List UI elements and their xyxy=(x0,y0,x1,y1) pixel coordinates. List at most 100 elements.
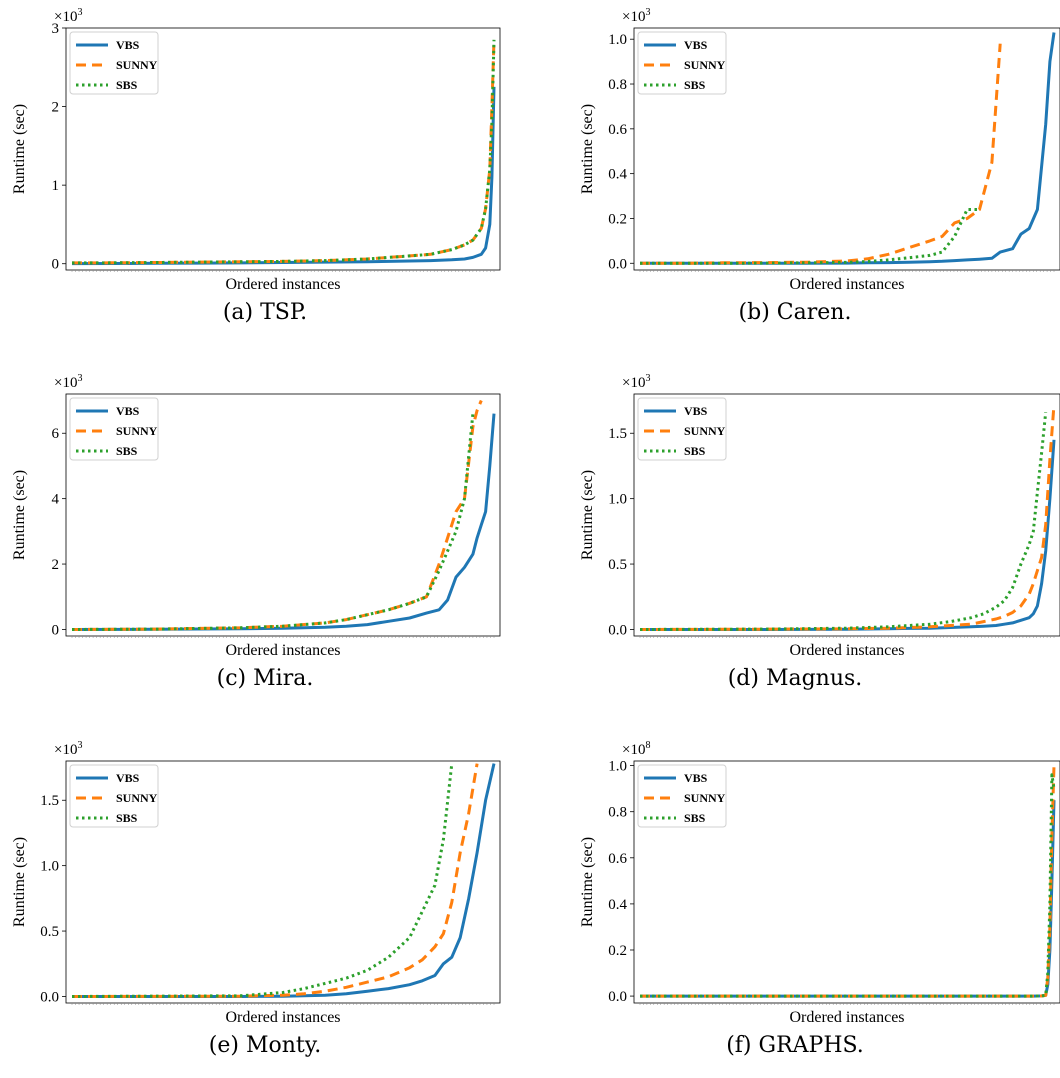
chart-magnus-ytick-label: 1.5 xyxy=(608,426,627,442)
chart-magnus-xlabel: Ordered instances xyxy=(789,642,904,659)
chart-graphs-scale-label: ×108 xyxy=(622,740,650,758)
chart-mira-legend-label-sunny: SUNNY xyxy=(116,424,158,438)
chart-mira-ytick-label: 6 xyxy=(52,426,60,442)
chart-magnus-xticks xyxy=(639,636,1055,638)
chart-magnus-legend-label-sunny: SUNNY xyxy=(684,424,726,438)
chart-caren-legend-label-vbs: VBS xyxy=(684,38,708,52)
chart-tsp-legend: VBS SUNNY SBS xyxy=(69,31,159,95)
chart-monty-ytick-label: 1.5 xyxy=(40,793,59,809)
chart-mira-series-vbs xyxy=(71,413,496,631)
caption-tsp: (a) TSP. xyxy=(222,300,308,325)
caption-monty: (e) Monty. xyxy=(208,1033,322,1058)
chart-tsp-legend-label-vbs: VBS xyxy=(116,38,140,52)
chart-monty-legend-label-vbs: VBS xyxy=(116,771,140,785)
chart-mira-ylabel: Runtime (sec) xyxy=(11,470,28,560)
chart-magnus-ytick-label: 0.5 xyxy=(608,557,627,573)
caption-mira: (c) Mira. xyxy=(216,666,314,691)
chart-monty-scale-label: ×103 xyxy=(54,740,82,758)
chart-caren-ylabel: Runtime (sec) xyxy=(579,104,596,194)
chart-panel-caren: 0.0 0.2 0.4 0.6 0.8 1.0 ×103 Ordered instances R… xyxy=(530,0,1060,305)
chart-mira-ytick-label: 2 xyxy=(52,557,60,573)
caption-caren: (b) Caren. xyxy=(738,300,852,325)
chart-magnus: 0.0 0.5 1.0 1.5 ×103 Ordered instances Runtime… xyxy=(579,373,1060,659)
chart-graphs-legend-label-sunny: SUNNY xyxy=(684,791,726,805)
chart-tsp-legend-label-sunny: SUNNY xyxy=(116,58,158,72)
chart-caren-ytick-label: 0.4 xyxy=(608,167,627,183)
chart-graphs-xticks xyxy=(639,1003,1055,1005)
chart-monty: 0.0 0.5 1.0 1.5 ×103 Ordered instances Runtime… xyxy=(11,740,501,1026)
chart-caren-xlabel: Ordered instances xyxy=(789,276,904,293)
chart-mira-legend-label-vbs: VBS xyxy=(116,404,140,418)
chart-graphs-ytick-label: 0.0 xyxy=(608,989,627,1005)
chart-monty-xticks xyxy=(71,1003,495,1005)
chart-monty-xlabel: Ordered instances xyxy=(225,1009,340,1026)
chart-tsp-ylabel: Runtime (sec) xyxy=(11,104,28,194)
chart-tsp-scale-label: ×103 xyxy=(54,7,82,25)
chart-caren-ytick-label: 0.2 xyxy=(608,211,627,227)
chart-caren-ytick-label: 0.0 xyxy=(608,256,627,272)
chart-caren-ytick-label: 0.6 xyxy=(608,122,627,138)
chart-magnus-series-vbs xyxy=(640,439,1056,631)
chart-graphs-ytick-label: 0.6 xyxy=(608,851,627,867)
chart-graphs: 0.0 0.2 0.4 0.6 0.8 1.0×108 Ordered instances R… xyxy=(579,740,1060,1026)
chart-monty-ytick-label: 1.0 xyxy=(40,859,59,875)
chart-monty-series-sbs xyxy=(71,763,454,998)
chart-graphs-series-vbs xyxy=(640,800,1056,998)
chart-caren-legend-label-sbs: SBS xyxy=(684,78,706,92)
chart-mira-legend: VBS SUNNY SBS xyxy=(69,397,159,461)
chart-tsp-xticks xyxy=(71,270,495,272)
chart-tsp-series-vbs xyxy=(71,86,496,266)
chart-caren-legend: VBS SUNNY SBS xyxy=(637,31,727,95)
caption-graphs: (f) GRAPHS. xyxy=(726,1033,864,1058)
chart-magnus-ytick-label: 1.0 xyxy=(608,492,627,508)
chart-magnus-ylabel: Runtime (sec) xyxy=(579,470,596,560)
chart-mira-ytick-label: 0 xyxy=(52,622,60,638)
chart-magnus-legend-label-vbs: VBS xyxy=(684,404,708,418)
chart-tsp-xlabel: Ordered instances xyxy=(225,276,340,293)
chart-mira-series-sbs xyxy=(71,413,475,631)
chart-graphs-legend: VBS SUNNY SBS xyxy=(637,764,727,828)
chart-graphs-legend-label-sbs: SBS xyxy=(684,811,706,825)
chart-graphs-ytick-label: 0.2 xyxy=(608,943,627,959)
chart-monty-ytick-label: 0.5 xyxy=(40,924,59,940)
chart-graphs-series-sbs xyxy=(640,773,1056,998)
chart-mira-xticks xyxy=(71,636,495,638)
chart-magnus-scale-label: ×103 xyxy=(622,373,650,391)
chart-tsp-ytick-label: 1 xyxy=(52,178,60,194)
chart-graphs-ytick-label: 0.4 xyxy=(608,897,627,913)
chart-panel-mira: 0 2 4 6 ×103 Ordered instances Runtime (sec) VB… xyxy=(0,366,530,671)
chart-tsp-ytick-label: 0 xyxy=(52,257,60,273)
chart-magnus-ytick-label: 0.0 xyxy=(608,622,627,638)
chart-caren: 0.0 0.2 0.4 0.6 0.8 1.0 ×103 Ordered instances R… xyxy=(579,7,1060,293)
chart-caren-ytick-label: 0.8 xyxy=(608,77,627,93)
chart-graphs-ylabel: Runtime (sec) xyxy=(579,837,596,927)
chart-graphs-ytick-label: 1.0 xyxy=(608,759,627,775)
chart-caren-xticks xyxy=(639,270,1055,272)
chart-tsp-ytick-label: 2 xyxy=(52,100,60,116)
chart-magnus-series-sunny xyxy=(639,404,1056,631)
chart-caren-series-sbs xyxy=(640,208,980,265)
chart-mira-ytick-label: 4 xyxy=(52,492,60,508)
chart-mira: 0 2 4 6 ×103 Ordered instances Runtime (sec) VB… xyxy=(11,373,501,659)
chart-tsp: 0 1 2 3×103 Ordered instances Runtime (sec) VB… xyxy=(11,7,501,293)
chart-magnus-legend-label-sbs: SBS xyxy=(684,444,706,458)
chart-caren-scale-label: ×103 xyxy=(622,7,650,25)
chart-magnus-legend: VBS SUNNY SBS xyxy=(637,397,727,461)
chart-monty-ytick-label: 0.0 xyxy=(40,989,59,1005)
chart-mira-xlabel: Ordered instances xyxy=(225,642,340,659)
chart-tsp-ytick-label: 3 xyxy=(52,21,60,37)
caption-magnus: (d) Magnus. xyxy=(727,666,863,691)
chart-magnus-series-sbs xyxy=(639,412,1048,631)
chart-monty-ylabel: Runtime (sec) xyxy=(11,837,28,927)
chart-monty-legend-label-sbs: SBS xyxy=(116,811,138,825)
chart-tsp-series-sbs xyxy=(71,39,496,265)
chart-tsp-legend-label-sbs: SBS xyxy=(116,78,138,92)
chart-mira-legend-label-sbs: SBS xyxy=(116,444,138,458)
chart-mira-scale-label: ×103 xyxy=(54,373,82,391)
chart-panel-tsp: 0 1 2 3 ×103 Ordered instances Runtime (sec) VB… xyxy=(0,0,530,305)
chart-graphs-ytick-label: 0.8 xyxy=(608,805,627,821)
chart-monty-legend: VBS SUNNY SBS xyxy=(69,764,159,828)
chart-panel-graphs: 0.0 0.2 0.4 0.6 0.8 1.0 ×108 Ordered instances R… xyxy=(530,733,1060,1038)
chart-graphs-xlabel: Ordered instances xyxy=(789,1009,904,1026)
chart-caren-legend-label-sunny: SUNNY xyxy=(684,58,726,72)
